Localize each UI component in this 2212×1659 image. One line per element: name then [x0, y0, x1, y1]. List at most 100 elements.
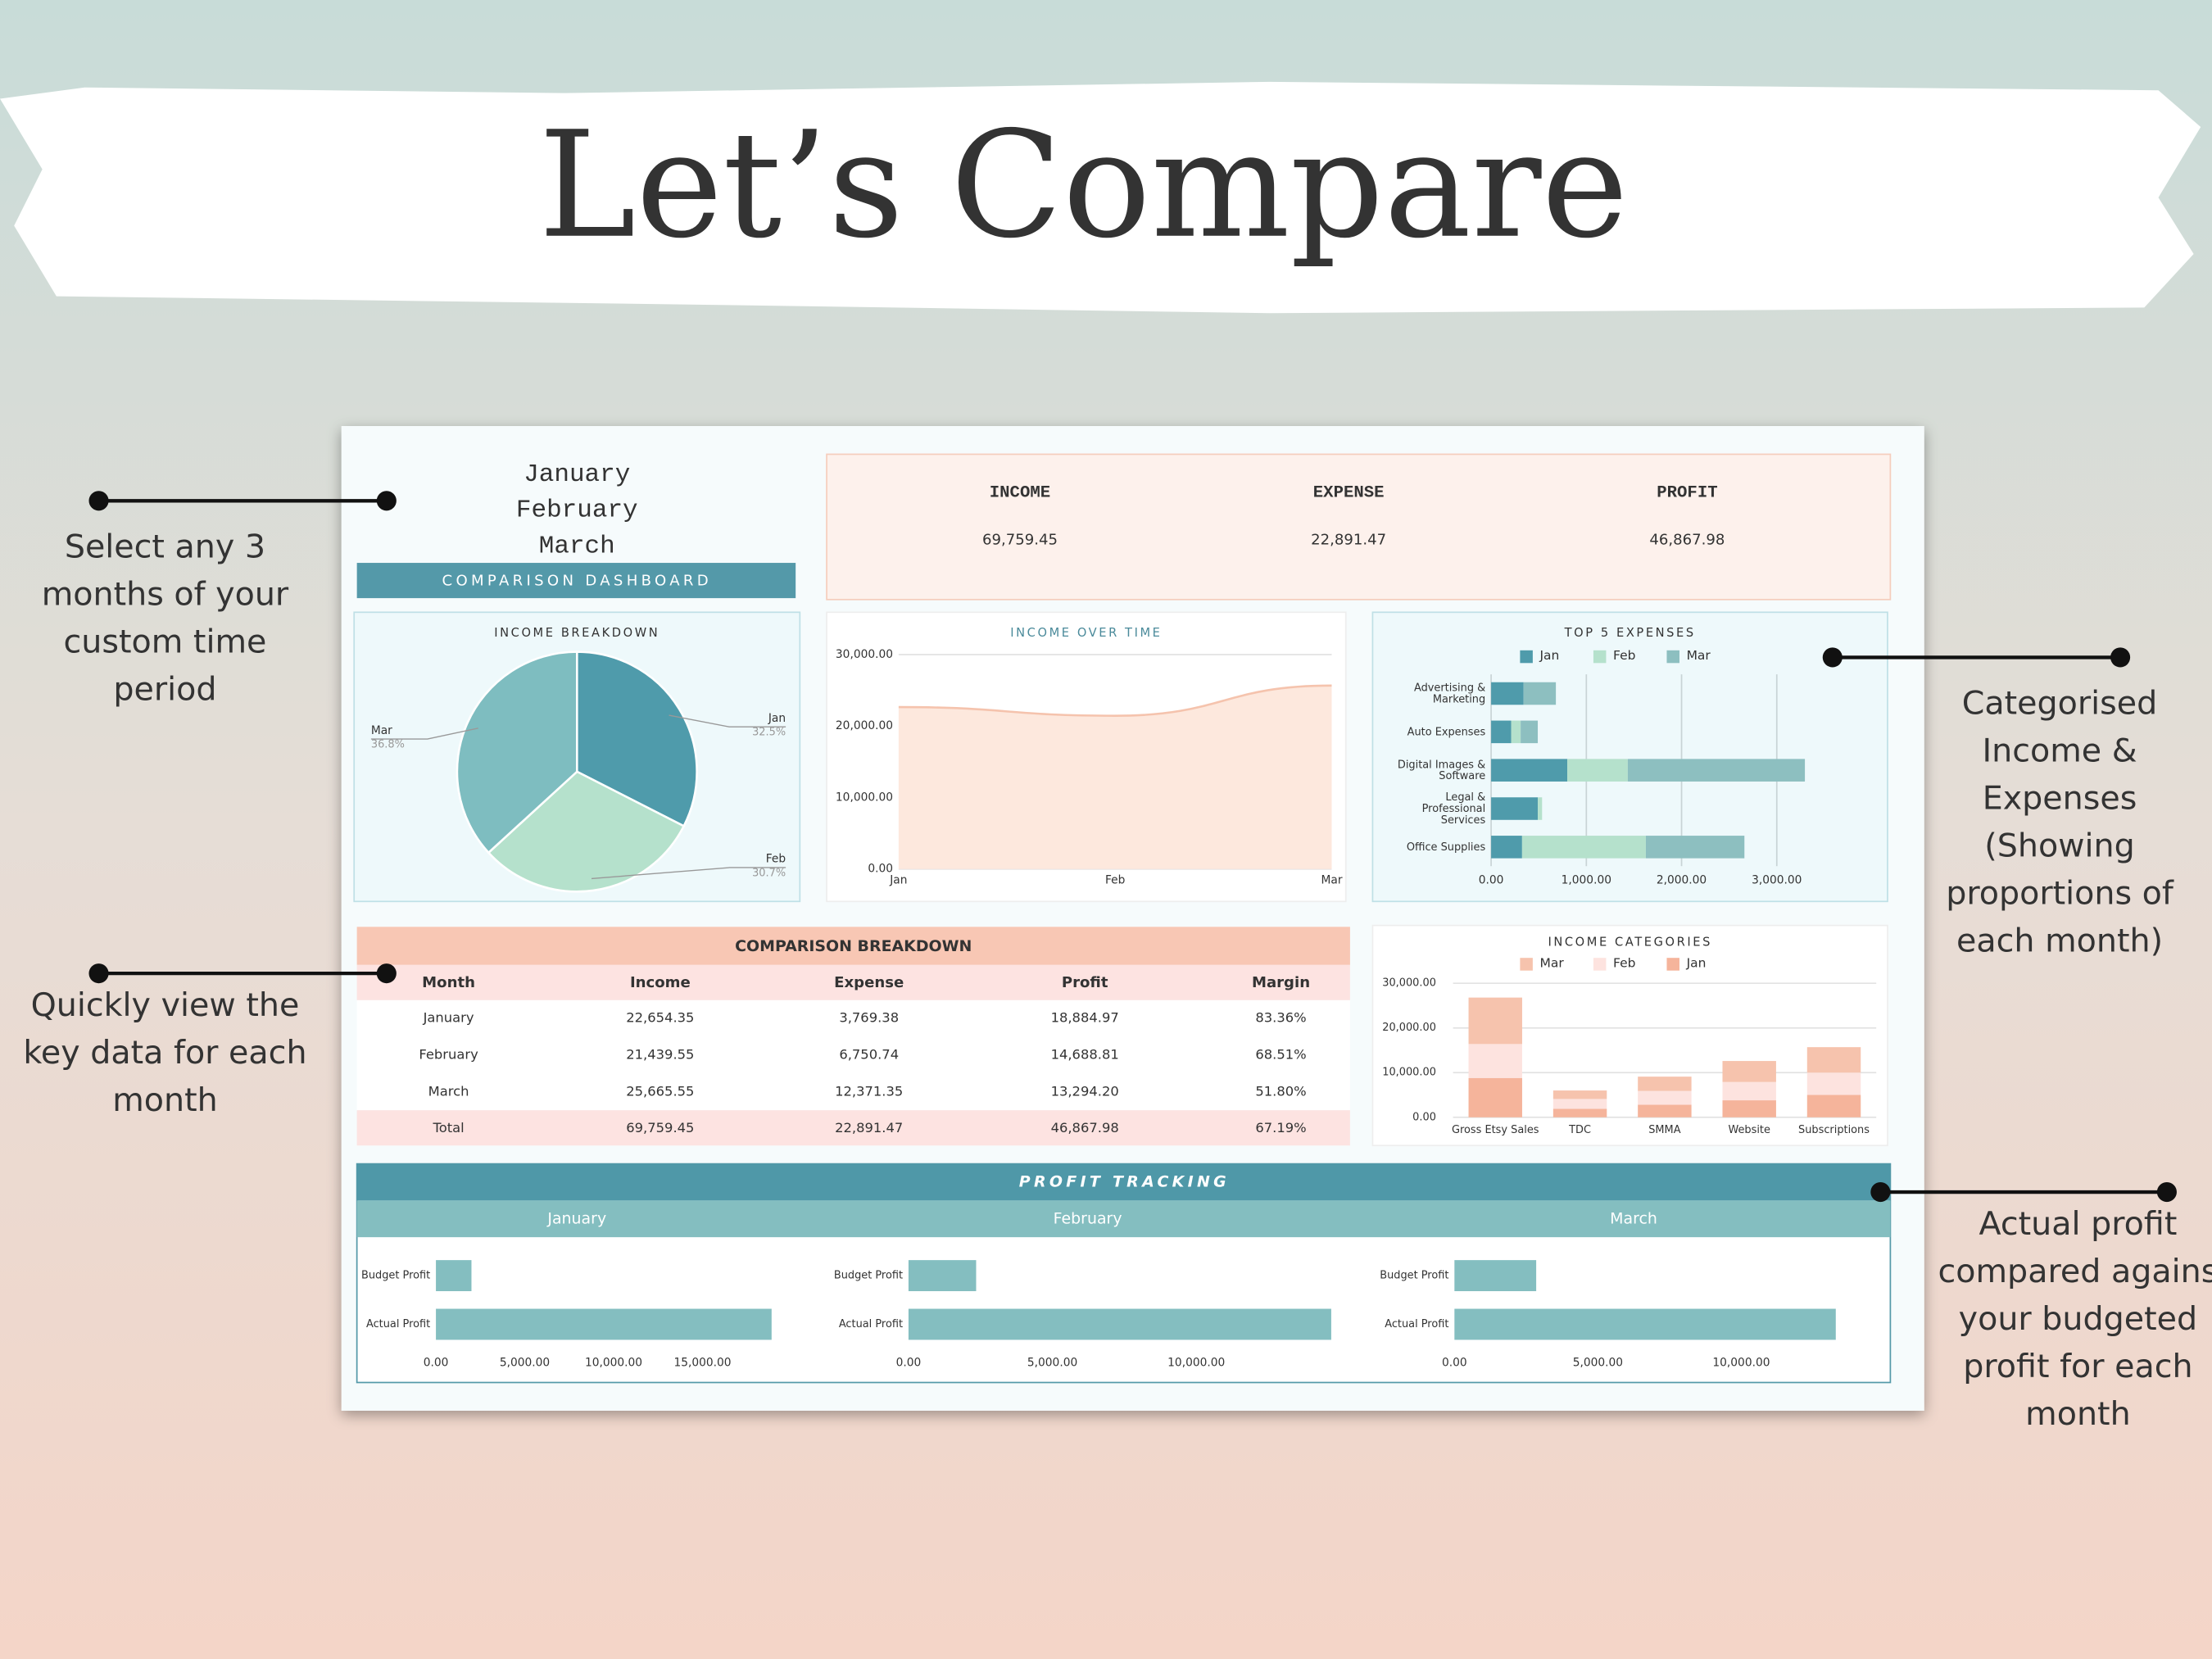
y-tick-label: Auto Expenses — [1407, 726, 1486, 738]
callout-text: Expenses — [1983, 780, 2137, 818]
x-tick-label: 10,000.00 — [1167, 1356, 1225, 1369]
table-cell: January — [423, 1010, 474, 1026]
table-cell: 83.36% — [1255, 1010, 1306, 1026]
table-cell: 25,665.55 — [626, 1083, 694, 1099]
y-tick-label: Office Supplies — [1407, 841, 1486, 853]
y-tick-label: 0.00 — [1412, 1111, 1436, 1123]
bar — [1454, 1260, 1537, 1292]
callout-dot — [88, 963, 109, 984]
pie-value-label: 30.7% — [752, 867, 786, 879]
table-cell: 3,769.38 — [839, 1010, 899, 1026]
x-tick-label: Jan — [889, 873, 907, 886]
bar-segment — [1638, 1090, 1692, 1105]
x-tick-label: SMMA — [1648, 1124, 1680, 1136]
y-tick-label: 30,000.00 — [1382, 977, 1436, 990]
bar-segment — [1638, 1104, 1692, 1117]
month-name: February — [516, 496, 638, 525]
pie-slice — [575, 650, 698, 828]
bar-segment — [1638, 1077, 1692, 1091]
bar-segment — [1521, 836, 1646, 859]
table-total: Total — [432, 1120, 464, 1135]
y-tick-label: Legal & Professional Services — [1422, 791, 1486, 827]
callout-text: months of your — [42, 575, 289, 613]
y-tick-label: 30,000.00 — [836, 648, 893, 661]
bar-segment — [1491, 759, 1568, 782]
table-total-row — [356, 1110, 1350, 1146]
table-cell: 21,439.55 — [626, 1047, 694, 1063]
y-tick-label: 10,000.00 — [836, 791, 893, 804]
table-header: Income — [630, 974, 691, 991]
profit-title: PROFIT TRACKING — [1019, 1172, 1230, 1190]
legend-label: Mar — [1539, 956, 1564, 971]
bar-segment — [1722, 1061, 1776, 1082]
bar — [908, 1260, 977, 1292]
callout-dot — [88, 491, 109, 511]
callout-text: Income & — [1982, 732, 2137, 769]
callout-text: period — [113, 670, 216, 708]
table-cell: March — [428, 1083, 469, 1099]
page-title: Let’s Compare — [538, 101, 1628, 271]
legend-swatch — [1593, 650, 1607, 664]
table-header: Margin — [1252, 974, 1310, 991]
pie-slice — [487, 770, 686, 893]
callout-text: Actual profit — [1979, 1205, 2177, 1243]
legend-label: Jan — [1539, 648, 1559, 663]
dashboard-content: January February March COMPARISON DASHBOARD… — [353, 453, 1892, 1384]
chart-panel — [1371, 924, 1888, 1147]
bar-segment — [1523, 682, 1557, 705]
callout-dot — [376, 963, 397, 984]
callout-text: proportions of — [1946, 875, 2174, 913]
bar-segment — [1511, 720, 1521, 744]
bar-segment — [1538, 797, 1543, 820]
kpi-label: PROFIT — [1657, 483, 1717, 502]
bar-segment — [1491, 797, 1539, 820]
y-tick-label: Budget Profit — [834, 1270, 903, 1282]
callout-text: profit for each — [1963, 1348, 2192, 1385]
callout-text: custom time — [64, 623, 267, 660]
callout-text: (Showing — [1984, 827, 2135, 865]
table-cell: 12,371.35 — [835, 1083, 903, 1099]
legend-label: Jan — [1686, 956, 1707, 971]
x-tick-label: 5,000.00 — [1573, 1356, 1623, 1369]
chart-title: TOP 5 EXPENSES — [1564, 626, 1696, 640]
callout-dot — [1822, 647, 1843, 668]
pie-slice — [456, 650, 578, 854]
table-total: 22,891.47 — [835, 1120, 903, 1135]
bar-segment — [1722, 1100, 1776, 1117]
table-cell: February — [419, 1047, 478, 1063]
kpi-value: 69,759.45 — [982, 532, 1058, 549]
x-tick-label: 0.00 — [1479, 873, 1504, 886]
bar-segment — [1521, 720, 1539, 744]
x-tick-label: 15,000.00 — [673, 1356, 731, 1369]
chart-title: INCOME CATEGORIES — [1548, 935, 1711, 949]
bar-segment — [1491, 836, 1522, 859]
callout-dot — [2110, 647, 2131, 668]
kpi-label: INCOME — [990, 483, 1050, 502]
callout-dot — [1870, 1181, 1891, 1203]
table-cell: 6,750.74 — [839, 1047, 899, 1063]
profit-header — [356, 1163, 1891, 1201]
bar — [436, 1308, 772, 1340]
chart-title: February — [1054, 1209, 1122, 1227]
callout-dot — [376, 491, 397, 511]
kpi-box — [826, 453, 1892, 601]
banner-text: COMPARISON DASHBOARD — [442, 572, 712, 589]
bar — [1454, 1308, 1836, 1340]
x-tick-label: Feb — [1105, 873, 1125, 886]
y-tick-label: 10,000.00 — [1382, 1067, 1436, 1079]
legend-swatch — [1593, 958, 1607, 971]
y-tick-label: Actual Profit — [1385, 1318, 1448, 1330]
y-tick-label: Budget Profit — [361, 1270, 430, 1282]
kpi-value: 46,867.98 — [1649, 532, 1725, 549]
y-tick-label: 0.00 — [868, 863, 893, 876]
table-total: 46,867.98 — [1051, 1120, 1119, 1135]
y-tick-label: 20,000.00 — [836, 719, 893, 732]
callout-text: Select any 3 — [65, 528, 265, 565]
pie-leader — [370, 728, 478, 740]
callout-text: month — [2025, 1395, 2131, 1433]
legend-swatch — [1520, 650, 1533, 664]
area — [898, 685, 1332, 869]
bar-segment — [1552, 1090, 1607, 1099]
bar-segment — [1627, 759, 1806, 782]
line — [898, 684, 1332, 717]
